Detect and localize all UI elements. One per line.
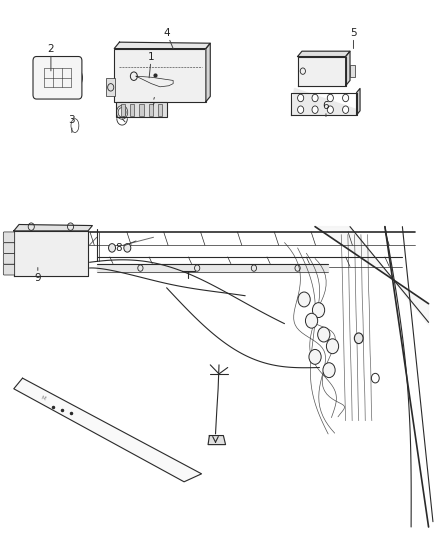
Circle shape (312, 94, 318, 102)
Bar (114, 49, 206, 102)
Bar (158, 104, 162, 116)
Circle shape (343, 106, 349, 114)
Circle shape (118, 108, 126, 117)
Circle shape (312, 303, 325, 318)
Polygon shape (114, 42, 210, 49)
FancyBboxPatch shape (4, 254, 14, 264)
Text: 6: 6 (323, 101, 329, 117)
Circle shape (67, 223, 74, 230)
FancyBboxPatch shape (4, 232, 14, 243)
Polygon shape (346, 51, 350, 86)
Circle shape (318, 327, 330, 342)
Polygon shape (136, 76, 173, 87)
Polygon shape (14, 231, 88, 276)
Bar (139, 104, 144, 116)
Text: 7: 7 (148, 98, 155, 112)
Circle shape (298, 292, 310, 307)
Bar (117, 102, 167, 117)
Text: 9: 9 (35, 268, 41, 283)
Polygon shape (297, 51, 350, 56)
Polygon shape (291, 88, 360, 115)
FancyBboxPatch shape (143, 75, 164, 94)
Bar (106, 78, 115, 96)
Polygon shape (357, 88, 360, 115)
Polygon shape (315, 227, 428, 325)
Circle shape (109, 244, 116, 252)
Text: 2: 2 (48, 44, 54, 71)
Polygon shape (297, 56, 346, 86)
Polygon shape (208, 435, 226, 445)
Circle shape (312, 106, 318, 114)
Circle shape (309, 350, 321, 365)
FancyBboxPatch shape (4, 243, 14, 253)
Polygon shape (97, 264, 328, 272)
Text: 4: 4 (163, 28, 173, 49)
Text: 8: 8 (115, 241, 136, 253)
Text: 5: 5 (350, 28, 357, 49)
Circle shape (327, 106, 333, 114)
Bar (350, 65, 355, 77)
FancyBboxPatch shape (4, 264, 14, 275)
Circle shape (297, 106, 304, 114)
Circle shape (124, 244, 131, 252)
Bar (121, 104, 125, 116)
Circle shape (323, 363, 335, 377)
Circle shape (327, 94, 333, 102)
Bar (148, 104, 153, 116)
Circle shape (305, 313, 318, 328)
Circle shape (297, 94, 304, 102)
Circle shape (326, 339, 339, 354)
Text: M: M (40, 395, 46, 401)
Text: 1: 1 (148, 52, 155, 78)
Circle shape (343, 94, 349, 102)
Circle shape (28, 223, 34, 230)
Polygon shape (206, 43, 210, 102)
Ellipse shape (71, 119, 79, 133)
Polygon shape (14, 224, 92, 231)
Polygon shape (14, 378, 201, 482)
Bar (130, 104, 134, 116)
Circle shape (354, 333, 363, 344)
Text: 3: 3 (69, 115, 75, 133)
FancyBboxPatch shape (33, 56, 82, 99)
